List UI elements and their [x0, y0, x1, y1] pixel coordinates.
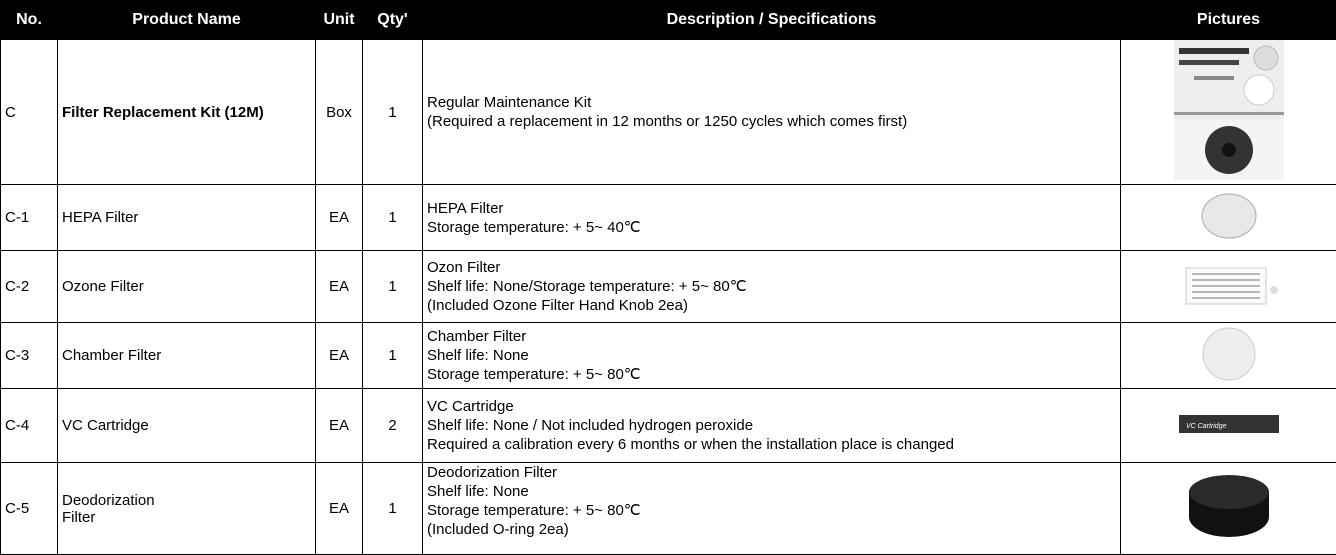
- description-line: HEPA Filter: [427, 199, 1116, 218]
- description-line: Chamber Filter: [427, 327, 1116, 346]
- description-line: Regular Maintenance Kit: [427, 93, 1116, 112]
- description-line: (Included O-ring 2ea): [427, 520, 1116, 539]
- product-name-text: Deodorization Filter: [62, 492, 172, 526]
- header-cell: Description / Specifications: [423, 1, 1121, 40]
- unit: EA: [316, 185, 363, 251]
- description-line: Storage temperature: + 5~ 80℃: [427, 365, 1116, 384]
- description-line: (Required a replacement in 12 months or …: [427, 112, 1116, 131]
- row-number: C-5: [1, 463, 58, 555]
- description-line: Ozon Filter: [427, 258, 1116, 277]
- picture: [1121, 185, 1336, 251]
- quantity: 1: [363, 40, 423, 185]
- quantity: 1: [363, 463, 423, 555]
- product-image: [1174, 260, 1284, 310]
- product-name-text: Chamber Filter: [62, 347, 161, 364]
- header-cell: Product Name: [58, 1, 316, 40]
- product-image: [1184, 472, 1274, 542]
- product-name: Filter Replacement Kit (12M): [58, 40, 316, 185]
- description: Regular Maintenance Kit(Required a repla…: [423, 40, 1121, 185]
- product-name: HEPA Filter: [58, 185, 316, 251]
- product-name-text: Filter Replacement Kit (12M): [62, 104, 264, 121]
- unit: EA: [316, 251, 363, 323]
- quantity: 2: [363, 389, 423, 463]
- description-line: (Included Ozone Filter Hand Knob 2ea): [427, 296, 1116, 315]
- header-cell: No.: [1, 1, 58, 40]
- product-name: Deodorization Filter: [58, 463, 316, 555]
- quantity: 1: [363, 185, 423, 251]
- picture: [1121, 40, 1336, 185]
- product-image: [1174, 40, 1284, 180]
- header-cell: Pictures: [1121, 1, 1336, 40]
- quantity: 1: [363, 251, 423, 323]
- unit: EA: [316, 463, 363, 555]
- description-line: Shelf life: None: [427, 482, 1116, 501]
- header-cell: Unit: [316, 1, 363, 40]
- unit: EA: [316, 389, 363, 463]
- picture: [1121, 463, 1336, 555]
- product-name: Chamber Filter: [58, 323, 316, 389]
- row-number: C-3: [1, 323, 58, 389]
- description-line: Storage temperature: + 5~ 40℃: [427, 218, 1116, 237]
- page: No.Product NameUnitQty'Description / Spe…: [0, 0, 1336, 554]
- description-line: Required a calibration every 6 months or…: [427, 435, 1116, 454]
- product-image: VC Cartridge: [1174, 409, 1284, 439]
- unit: EA: [316, 323, 363, 389]
- product-image: [1199, 191, 1259, 241]
- svg-text:VC Cartridge: VC Cartridge: [1186, 423, 1227, 430]
- picture: VC Cartridge: [1121, 389, 1336, 463]
- description-line: Deodorization Filter: [427, 463, 1116, 482]
- picture: [1121, 323, 1336, 389]
- description-line: VC Cartridge: [427, 397, 1116, 416]
- product-name: VC Cartridge: [58, 389, 316, 463]
- product-name-text: Ozone Filter: [62, 278, 144, 295]
- quantity: 1: [363, 323, 423, 389]
- row-number: C: [1, 40, 58, 185]
- product-image: [1199, 326, 1259, 382]
- product-table: No.Product NameUnitQty'Description / Spe…: [0, 0, 1336, 555]
- description-line: Shelf life: None/Storage temperature: + …: [427, 277, 1116, 296]
- product-name-text: VC Cartridge: [62, 417, 149, 434]
- description-line: Shelf life: None / Not included hydrogen…: [427, 416, 1116, 435]
- unit: Box: [316, 40, 363, 185]
- description-line: Storage temperature: + 5~ 80℃: [427, 501, 1116, 520]
- description-line: Shelf life: None: [427, 346, 1116, 365]
- header-cell: Qty': [363, 1, 423, 40]
- row-number: C-2: [1, 251, 58, 323]
- product-name-text: HEPA Filter: [62, 209, 138, 226]
- row-number: C-1: [1, 185, 58, 251]
- row-number: C-4: [1, 389, 58, 463]
- product-name: Ozone Filter: [58, 251, 316, 323]
- picture: [1121, 251, 1336, 323]
